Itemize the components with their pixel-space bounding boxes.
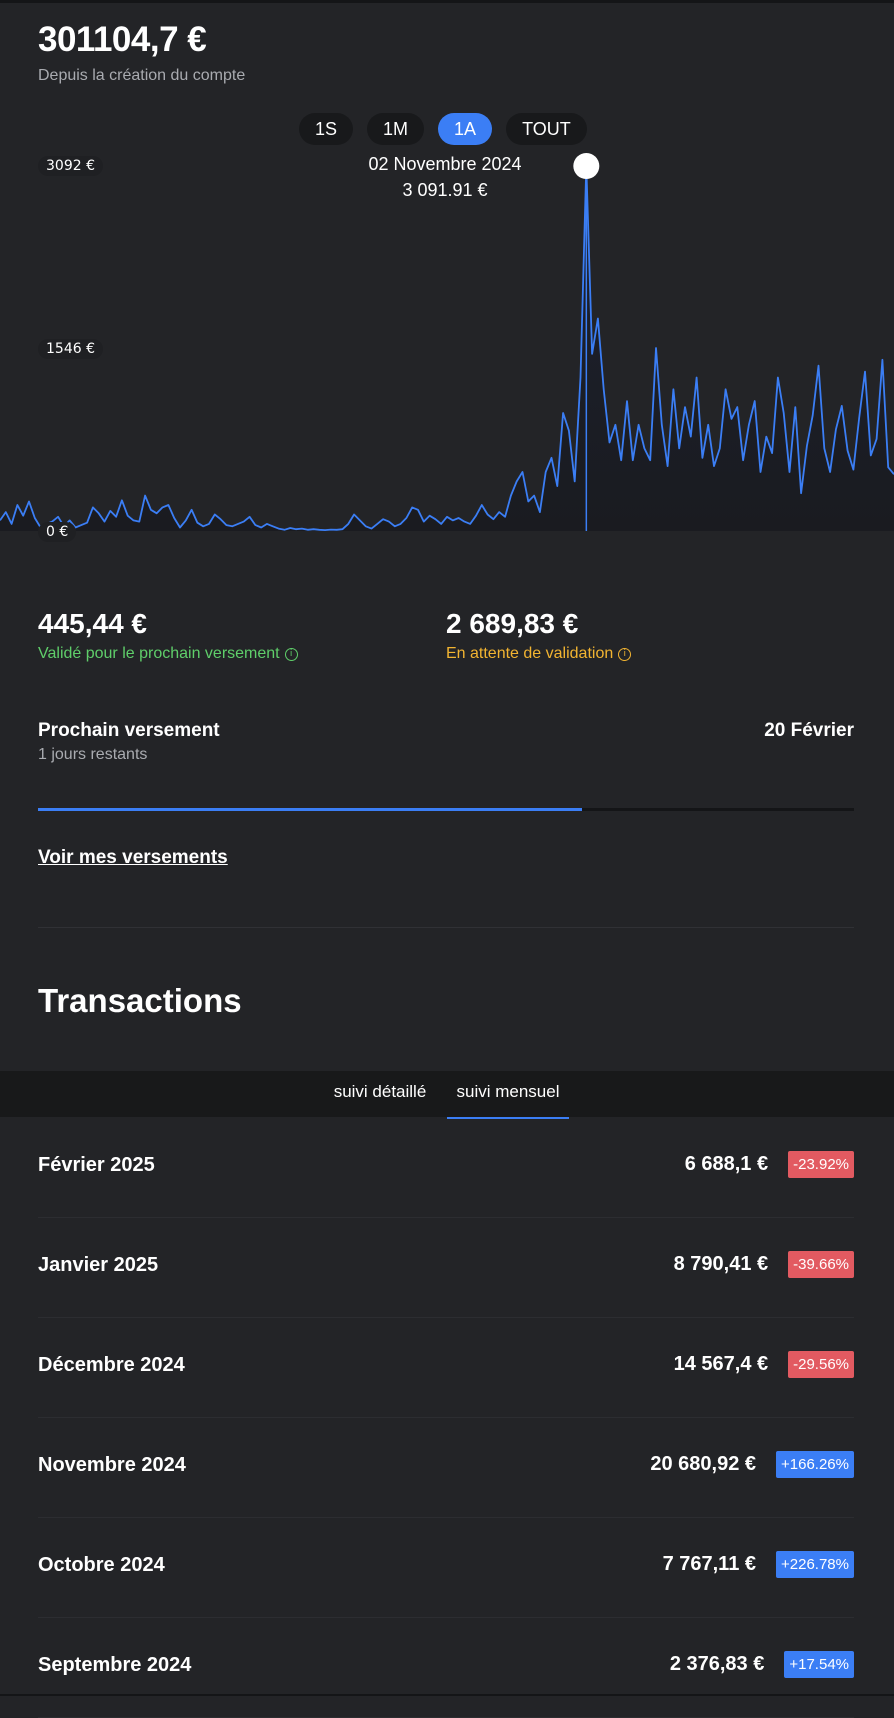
row-amount: 20 680,92 € — [650, 1453, 757, 1475]
chart-area-fill — [0, 166, 894, 531]
top-border — [0, 0, 894, 3]
table-row[interactable]: Novembre 2024 20 680,92 € +166.26% — [38, 1417, 854, 1518]
row-amount: 6 688,1 € — [684, 1153, 769, 1175]
divider — [38, 927, 854, 928]
row-values: 20 680,92 € +166.26% — [650, 1451, 854, 1478]
row-values: 14 567,4 € -29.56% — [674, 1351, 854, 1378]
next-payment-progress-bar — [38, 808, 854, 811]
period-selector: 1S 1M 1A TOUT — [299, 113, 587, 145]
y-tick-label-mid: 1546 € — [38, 339, 103, 359]
change-badge: +226.78% — [776, 1551, 854, 1578]
table-row[interactable]: Janvier 2025 8 790,41 € -39.66% — [38, 1217, 854, 1318]
view-payments-link[interactable]: Voir mes versements — [38, 847, 228, 868]
info-icon[interactable]: i — [618, 647, 632, 661]
validated-label: Validé pour le prochain versement — [38, 645, 280, 662]
row-month: Janvier 2025 — [38, 1254, 159, 1276]
row-values: 7 767,11 € +226.78% — [663, 1551, 854, 1578]
change-badge: +17.54% — [784, 1651, 854, 1678]
row-month: Septembre 2024 — [38, 1654, 192, 1676]
row-month: Octobre 2024 — [38, 1554, 165, 1576]
table-row[interactable]: Octobre 2024 7 767,11 € +226.78% — [38, 1517, 854, 1618]
change-badge: +166.26% — [776, 1451, 854, 1478]
pending-amount: 2 689,83 € — [446, 608, 579, 639]
period-button-1m[interactable]: 1M — [367, 113, 425, 145]
table-row[interactable]: Septembre 2024 2 376,83 € +17.54% — [38, 1617, 854, 1718]
row-values: 6 688,1 € -23.92% — [685, 1151, 854, 1178]
period-button-1s[interactable]: 1S — [299, 113, 354, 145]
table-row[interactable]: Décembre 2024 14 567,4 € -29.56% — [38, 1317, 854, 1418]
row-month: Février 2025 — [38, 1154, 155, 1176]
row-amount: 2 376,83 € — [669, 1653, 765, 1675]
chart-cursor-dot[interactable] — [573, 153, 600, 179]
transactions-title: Transactions — [38, 982, 242, 1019]
row-amount: 7 767,11 € — [662, 1553, 757, 1575]
row-values: 2 376,83 € +17.54% — [670, 1651, 854, 1678]
validated-amount: 445,44 € — [38, 608, 147, 639]
pending-label: En attente de validation — [446, 645, 614, 662]
progress-fill — [38, 808, 583, 811]
next-payment-date: 20 Février — [764, 720, 854, 741]
row-amount: 8 790,41 € — [673, 1253, 769, 1275]
tab-monthly[interactable]: suivi mensuel — [447, 1071, 569, 1119]
chart-tooltip-date: 02 Novembre 2024 — [368, 154, 522, 174]
info-icon[interactable]: i — [284, 647, 298, 661]
row-month: Novembre 2024 — [38, 1454, 186, 1476]
y-tick-label-max: 3092 € — [38, 156, 103, 176]
transactions-tabs: suivi détaillé suivi mensuel — [0, 1071, 894, 1119]
total-earnings-caption: Depuis la création du compte — [38, 67, 246, 84]
validated-label-row: Validé pour le prochain versement i — [38, 645, 298, 663]
change-badge: -29.56% — [788, 1351, 854, 1378]
row-amount: 14 567,4 € — [673, 1353, 769, 1375]
period-button-1a[interactable]: 1A — [438, 113, 493, 145]
row-values: 8 790,41 € -39.66% — [674, 1251, 854, 1278]
tab-detailed[interactable]: suivi détaillé — [333, 1082, 427, 1101]
pending-label-row: En attente de validation i — [446, 645, 632, 663]
total-earnings: 301104,7 € — [38, 20, 207, 59]
chart-tooltip-value: 3 091.91 € — [402, 180, 488, 200]
change-badge: -23.92% — [788, 1151, 854, 1178]
chart-series-line — [0, 165, 894, 531]
bottom-border — [0, 1694, 894, 1696]
y-tick-label-zero: 0 € — [38, 522, 77, 542]
earnings-chart[interactable] — [0, 145, 894, 535]
period-button-tout[interactable]: TOUT — [506, 113, 587, 145]
change-badge: -39.66% — [788, 1251, 854, 1278]
table-row[interactable]: Février 2025 6 688,1 € -23.92% — [38, 1117, 854, 1218]
next-payment-title: Prochain versement — [38, 720, 220, 741]
row-month: Décembre 2024 — [38, 1354, 185, 1376]
next-payment-remaining: 1 jours restants — [38, 746, 148, 763]
